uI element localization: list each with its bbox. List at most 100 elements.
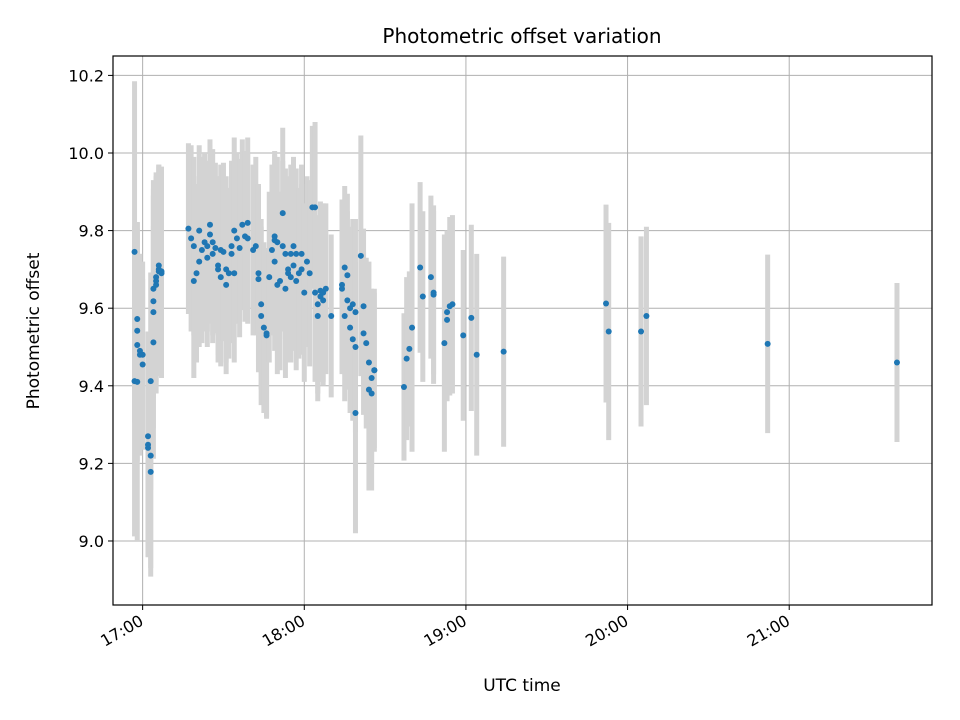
y-tick-label: 9.4 [79,377,104,396]
data-point [427,274,434,281]
data-point [271,233,278,240]
data-point [150,339,157,346]
y-tick-label: 9.6 [79,299,104,318]
data-point [185,225,192,232]
data-point [320,297,327,304]
data-point [468,314,475,321]
data-point [444,309,451,316]
data-point [134,378,141,385]
data-point [244,235,251,242]
chart-title: Photometric offset variation [382,24,661,48]
data-point [193,270,200,277]
data-point [225,270,232,277]
data-point [150,309,157,316]
data-point [277,278,284,285]
data-point [239,221,246,228]
data-point [147,378,154,385]
data-point [228,250,235,257]
data-point [349,336,356,343]
data-point [188,235,195,242]
data-point [206,221,213,228]
data-point [430,289,437,296]
data-point [293,250,300,257]
data-point [322,285,329,292]
data-point [260,324,267,331]
data-point [190,278,197,285]
data-point [341,264,348,271]
data-point [206,231,213,238]
data-point [145,441,152,448]
data-point [223,281,230,288]
data-point [460,332,467,339]
data-point [344,272,351,279]
data-point [287,274,294,281]
data-point [403,355,410,362]
y-axis-ticks: 9.0 9.2 9.4 9.6 9.8 10.0 10.2 [68,66,113,551]
data-point [368,375,375,382]
data-point [198,246,205,253]
data-point [893,359,900,366]
data-point [255,270,262,277]
data-point [279,210,286,217]
data-point [279,243,286,250]
data-point [352,409,359,416]
data-point [217,274,224,281]
data-point [360,330,367,337]
data-point [306,270,313,277]
data-point [419,293,426,300]
data-point [190,243,197,250]
data-point [605,328,612,335]
data-point [196,227,203,234]
data-point [293,278,300,285]
data-point [441,340,448,347]
data-point [341,312,348,319]
data-point [298,250,305,257]
data-point [371,367,378,374]
data-point [158,270,165,277]
x-axis-label: UTC time [483,676,561,696]
data-point [231,270,238,277]
data-point [139,351,146,358]
data-point [131,248,138,255]
data-point [303,258,310,265]
data-point [263,330,270,337]
data-point [314,301,321,308]
data-point [153,274,160,281]
data-point [409,324,416,331]
data-point [204,254,211,261]
data-point [347,324,354,331]
data-point [287,250,294,257]
data-point [274,239,281,246]
data-point [357,252,364,259]
data-point [258,301,265,308]
data-point [282,250,289,257]
data-point [328,312,335,319]
data-point [134,342,141,349]
data-point [147,468,154,475]
data-point [255,276,262,283]
data-point [220,248,227,255]
data-point [444,316,451,323]
data-point [417,264,424,271]
data-point [449,301,456,308]
data-point [368,390,375,397]
data-point [406,345,413,352]
data-point [312,289,319,296]
data-point [266,274,273,281]
data-points [131,204,900,475]
data-point [764,340,771,347]
data-point [252,243,259,250]
data-point [215,266,222,273]
data-point [147,452,154,459]
y-tick-label: 10.2 [68,66,104,85]
data-point [228,243,235,250]
data-point [258,312,265,319]
data-point [236,245,243,252]
y-tick-label: 9.0 [79,532,104,551]
data-point [271,258,278,265]
data-point [231,227,238,234]
data-point [349,301,356,308]
data-point [603,300,610,307]
data-point [301,289,308,296]
